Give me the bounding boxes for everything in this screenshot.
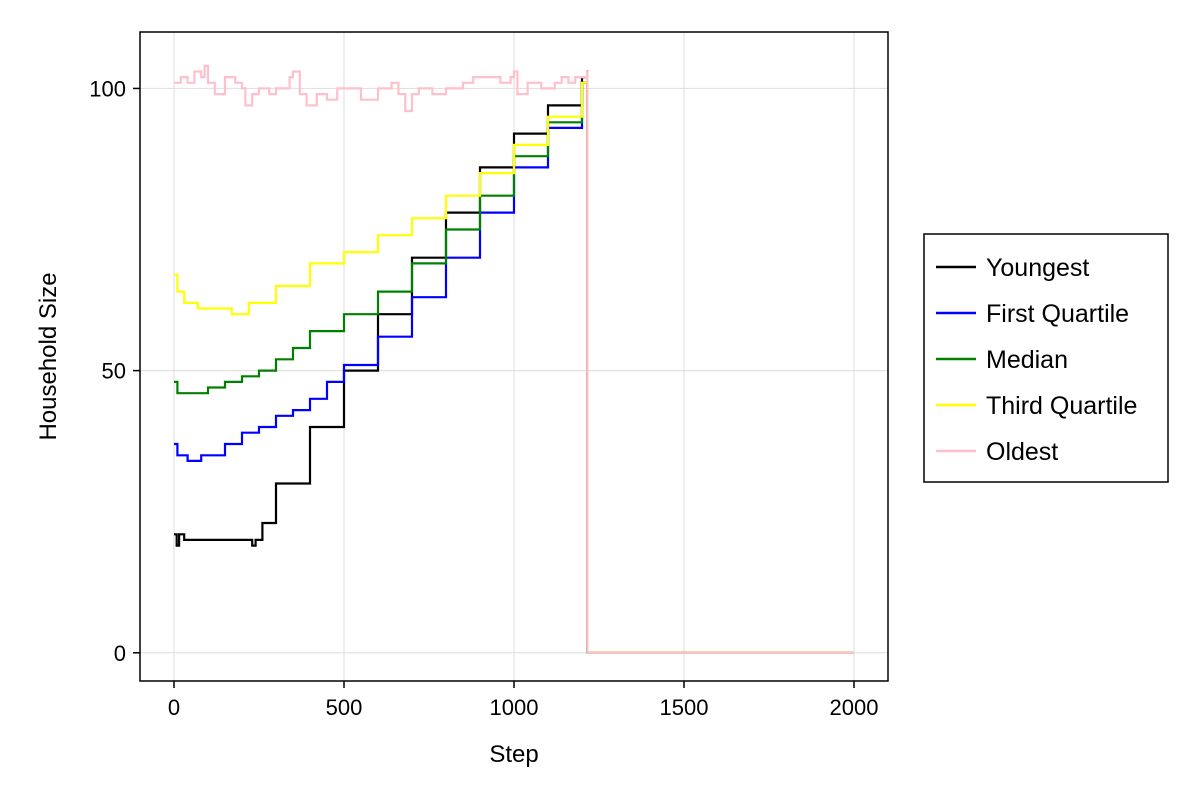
series-layer (174, 64, 854, 654)
y-tick-label: 50 (102, 359, 126, 384)
tick-layer: 0 500 1000 1500 2000 0 50 100 (89, 76, 878, 720)
x-tick-label: 2000 (830, 695, 879, 720)
series-line-median (174, 70, 854, 654)
x-tick-label: 500 (326, 695, 363, 720)
legend-label: Oldest (986, 438, 1058, 466)
legend-box (923, 233, 1169, 483)
y-tick-label: 100 (89, 76, 126, 101)
x-tick-label: 1500 (660, 695, 709, 720)
x-axis-label: Step (489, 741, 538, 768)
legend-label: Third Quartile (986, 392, 1137, 420)
series-line-youngest (174, 70, 854, 654)
y-axis-label: Household Size (35, 272, 62, 440)
legend-label: Median (986, 346, 1068, 374)
legend-label: Youngest (986, 254, 1089, 282)
x-tick-label: 0 (168, 695, 180, 720)
grid-layer (140, 32, 888, 681)
legend: Youngest First Quartile Median Third Quarti… (923, 233, 1169, 483)
y-tick-label: 0 (114, 641, 126, 666)
legend-label: First Quartile (986, 300, 1129, 328)
series-line-first-quartile (174, 70, 854, 654)
series-line-third-quartile (174, 70, 854, 654)
series-line-oldest (174, 64, 854, 654)
x-tick-label: 1000 (490, 695, 539, 720)
